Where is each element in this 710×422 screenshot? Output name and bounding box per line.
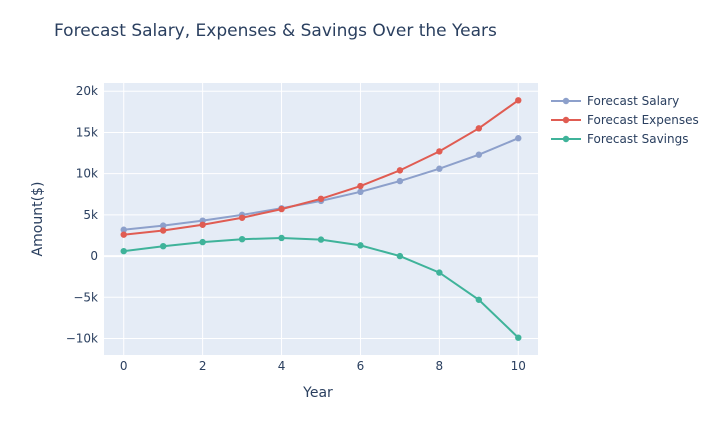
legend-marker-swatch [562,97,570,105]
data-point-forecast-salary[interactable] [120,226,127,233]
data-point-forecast-expenses[interactable] [515,97,522,104]
data-point-forecast-expenses[interactable] [278,205,285,213]
series-layer [120,97,522,341]
data-point-forecast-savings[interactable] [238,235,246,243]
legend-label: Forecast Expenses [587,113,699,127]
legend-item-forecast-savings[interactable]: Forecast Savings [551,132,688,146]
legend-item-forecast-salary[interactable]: Forecast Salary [551,94,679,108]
y-gridlines [104,90,538,340]
y-tick-label: 5k [83,208,98,222]
y-tick-label: 10k [76,167,98,181]
data-point-forecast-savings[interactable] [515,334,522,341]
data-point-forecast-expenses[interactable] [436,148,443,155]
legend-label: Forecast Savings [587,132,688,146]
data-point-forecast-savings[interactable] [436,269,443,276]
data-point-forecast-salary[interactable] [436,165,443,172]
y-tick-label: −5k [73,290,98,304]
data-point-forecast-expenses[interactable] [159,227,167,234]
x-tick-label: 10 [511,359,526,373]
data-point-forecast-salary[interactable] [357,188,364,195]
data-point-forecast-savings[interactable] [159,243,167,250]
data-point-forecast-expenses[interactable] [199,221,206,228]
y-tick-label: 0 [90,249,98,263]
legend-item-forecast-expenses[interactable]: Forecast Expenses [551,113,699,127]
data-point-forecast-expenses[interactable] [357,182,364,190]
series-forecast-expenses [120,97,522,238]
y-axis-title: Amount($) [30,182,46,257]
plot-background [104,83,538,355]
y-tick-label: 20k [76,84,98,98]
data-point-forecast-savings[interactable] [120,247,127,255]
data-point-forecast-savings[interactable] [357,242,364,249]
data-point-forecast-salary[interactable] [515,135,522,142]
legend-marker-swatch [562,116,570,124]
data-point-forecast-savings[interactable] [475,296,483,303]
y-tick-labels: −10k −5k 0 5k 10k 15k 20k [66,84,98,345]
legend-marker-swatch [562,135,570,143]
data-point-forecast-expenses[interactable] [475,125,483,132]
x-tick-label: 2 [199,359,207,373]
data-point-forecast-expenses[interactable] [238,214,246,221]
series-forecast-savings [120,234,522,341]
data-point-forecast-expenses[interactable] [396,167,404,174]
legend-label: Forecast Salary [587,94,679,108]
x-tick-label: 8 [436,359,444,373]
x-tick-label: 0 [120,359,128,373]
y-tick-label: 15k [76,125,98,139]
data-point-forecast-expenses[interactable] [317,195,325,203]
data-point-forecast-salary[interactable] [475,151,483,158]
data-point-forecast-savings[interactable] [396,252,404,260]
data-point-forecast-savings[interactable] [278,234,285,242]
y-tick-label: −10k [66,332,98,346]
data-point-forecast-salary[interactable] [159,222,167,229]
legend[interactable]: Forecast Salary Forecast Expenses Forecast… [551,94,699,146]
data-point-forecast-savings[interactable] [317,236,325,243]
x-axis-title: Year [302,385,333,401]
x-tick-label: 6 [357,359,365,373]
data-point-forecast-salary[interactable] [396,177,404,185]
x-tick-labels: 0 2 4 6 8 10 [120,359,526,373]
data-point-forecast-expenses[interactable] [120,231,127,238]
x-tick-label: 4 [278,359,286,373]
data-point-forecast-savings[interactable] [199,238,206,246]
chart-title: Forecast Salary, Expenses & Savings Over… [54,21,497,41]
